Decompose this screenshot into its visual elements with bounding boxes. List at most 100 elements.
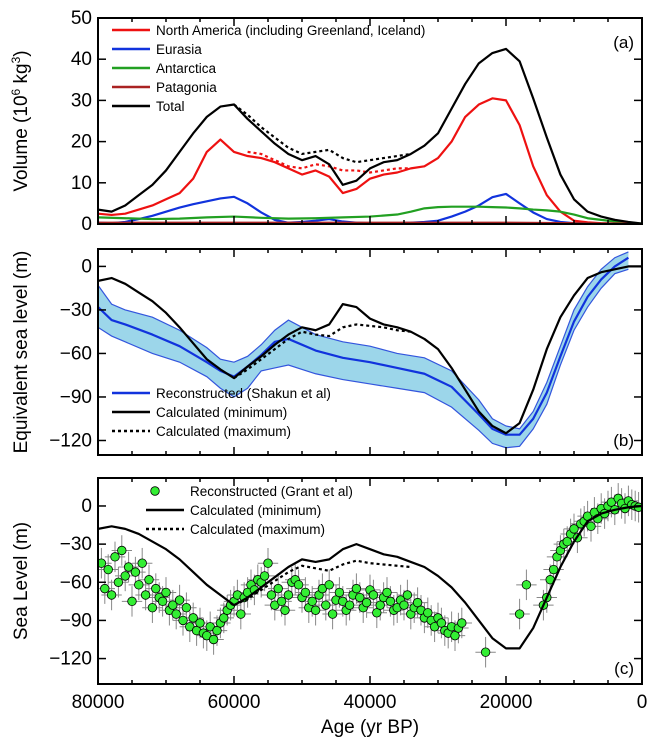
data-point bbox=[310, 605, 321, 615]
legend-label: Patagonia bbox=[156, 80, 217, 95]
legend-marker bbox=[150, 486, 160, 496]
data-point bbox=[208, 634, 219, 645]
panel-c-legend: Reconstructed (Grant et al) Calculated (m… bbox=[146, 484, 353, 537]
data-point bbox=[399, 600, 409, 610]
band-upper-edge bbox=[98, 251, 629, 430]
y-tick-label: −120 bbox=[49, 649, 92, 670]
x-tick-label: 20000 bbox=[480, 692, 533, 713]
y-tick-label: 0 bbox=[81, 214, 92, 235]
data-point bbox=[212, 625, 222, 636]
legend-label: Antarctica bbox=[156, 61, 217, 76]
data-point bbox=[355, 592, 365, 603]
data-point bbox=[168, 600, 178, 610]
legend-label: Calculated (maximum) bbox=[190, 522, 325, 537]
y-tick-label: −30 bbox=[60, 300, 92, 321]
x-tick-label: 60000 bbox=[208, 692, 261, 713]
legend-label: Total bbox=[156, 99, 185, 114]
data-point bbox=[321, 600, 331, 610]
x-tick-label: 40000 bbox=[344, 692, 397, 713]
data-point bbox=[188, 613, 198, 623]
data-point bbox=[123, 562, 134, 572]
y-tick-label: −90 bbox=[60, 387, 92, 408]
data-point bbox=[586, 521, 596, 532]
data-point bbox=[280, 605, 290, 615]
panel-b-label: (b) bbox=[613, 431, 634, 450]
data-point bbox=[273, 583, 283, 594]
series-line-1 bbox=[247, 150, 411, 174]
data-point bbox=[117, 545, 127, 556]
data-point bbox=[521, 580, 532, 590]
data-point bbox=[375, 600, 385, 610]
x-axis-label: Age (yr BP) bbox=[321, 717, 419, 738]
y-tick-label: 30 bbox=[71, 90, 92, 111]
panel-c: 0 −30 −60 −90 −120 Reconstructed (Grant et a… bbox=[11, 477, 643, 685]
series-line-2 bbox=[233, 323, 411, 380]
x-tick-label: 0 bbox=[637, 692, 648, 713]
data-point bbox=[103, 564, 113, 575]
series-line-5 bbox=[98, 47, 642, 224]
data-point bbox=[259, 571, 270, 581]
data-point bbox=[361, 597, 372, 608]
data-point bbox=[266, 590, 277, 600]
data-point bbox=[450, 630, 460, 641]
data-point bbox=[562, 536, 572, 547]
y-tick-label: −60 bbox=[60, 572, 92, 593]
data-point bbox=[382, 587, 392, 598]
data-point bbox=[98, 558, 107, 568]
data-point bbox=[276, 596, 287, 607]
data-point bbox=[344, 600, 355, 610]
panel-b-legend: Reconstructed (Shakun et al) Calculated (… bbox=[112, 386, 331, 439]
data-point bbox=[327, 609, 338, 619]
data-point bbox=[140, 590, 151, 600]
data-point bbox=[219, 613, 229, 623]
data-point bbox=[161, 587, 171, 598]
data-point bbox=[127, 596, 137, 607]
data-point bbox=[100, 583, 110, 594]
data-point bbox=[144, 575, 154, 585]
data-point bbox=[412, 597, 423, 608]
data-point bbox=[181, 603, 192, 613]
panel-c-label: (c) bbox=[614, 659, 634, 678]
y-tick-label: −60 bbox=[60, 343, 92, 364]
data-point bbox=[372, 608, 382, 618]
series-line-6 bbox=[233, 103, 411, 164]
data-point bbox=[548, 564, 559, 575]
data-point bbox=[368, 590, 379, 600]
data-point bbox=[137, 558, 147, 568]
data-point bbox=[293, 580, 304, 590]
data-point bbox=[110, 552, 120, 562]
data-point bbox=[436, 618, 447, 628]
data-point bbox=[106, 590, 117, 600]
data-point bbox=[385, 596, 396, 607]
legend-label: Calculated (minimum) bbox=[190, 503, 321, 518]
data-point bbox=[147, 603, 158, 613]
data-point bbox=[402, 590, 413, 600]
data-point bbox=[351, 583, 362, 594]
series-line-0 bbox=[98, 504, 642, 650]
legend-label: Calculated (maximum) bbox=[156, 424, 291, 439]
y-tick-label: 50 bbox=[71, 8, 92, 29]
legend-label: Calculated (minimum) bbox=[156, 405, 287, 420]
panel-a-label: (a) bbox=[613, 33, 634, 52]
panel-c-y-axis-label: Sea Level (m) bbox=[11, 522, 32, 640]
data-point bbox=[334, 587, 345, 598]
y-tick-label: −120 bbox=[49, 430, 92, 451]
x-axis-ticks: 80000 60000 40000 20000 0 bbox=[72, 692, 648, 713]
panel-b-y-axis-label: Equivalent sea level (m) bbox=[11, 251, 32, 454]
y-tick-label: 20 bbox=[71, 132, 92, 153]
data-point bbox=[514, 609, 525, 619]
legend-label: Reconstructed (Shakun et al) bbox=[156, 386, 331, 401]
series-line-0 bbox=[98, 97, 642, 224]
y-tick-label: −30 bbox=[60, 534, 92, 555]
uncertainty-band bbox=[98, 251, 629, 448]
data-point bbox=[236, 609, 246, 619]
data-point bbox=[457, 618, 467, 628]
data-point bbox=[195, 618, 205, 628]
legend-label: Reconstructed (Grant et al) bbox=[190, 484, 353, 499]
data-point bbox=[134, 580, 144, 590]
legend-label: Eurasia bbox=[156, 42, 202, 57]
y-tick-label: 40 bbox=[71, 49, 92, 70]
y-tick-label: 10 bbox=[71, 173, 92, 194]
panel-c-y-ticks: 0 −30 −60 −90 −120 bbox=[49, 478, 643, 684]
legend-label: North America (including Greenland, Icel… bbox=[156, 23, 425, 38]
